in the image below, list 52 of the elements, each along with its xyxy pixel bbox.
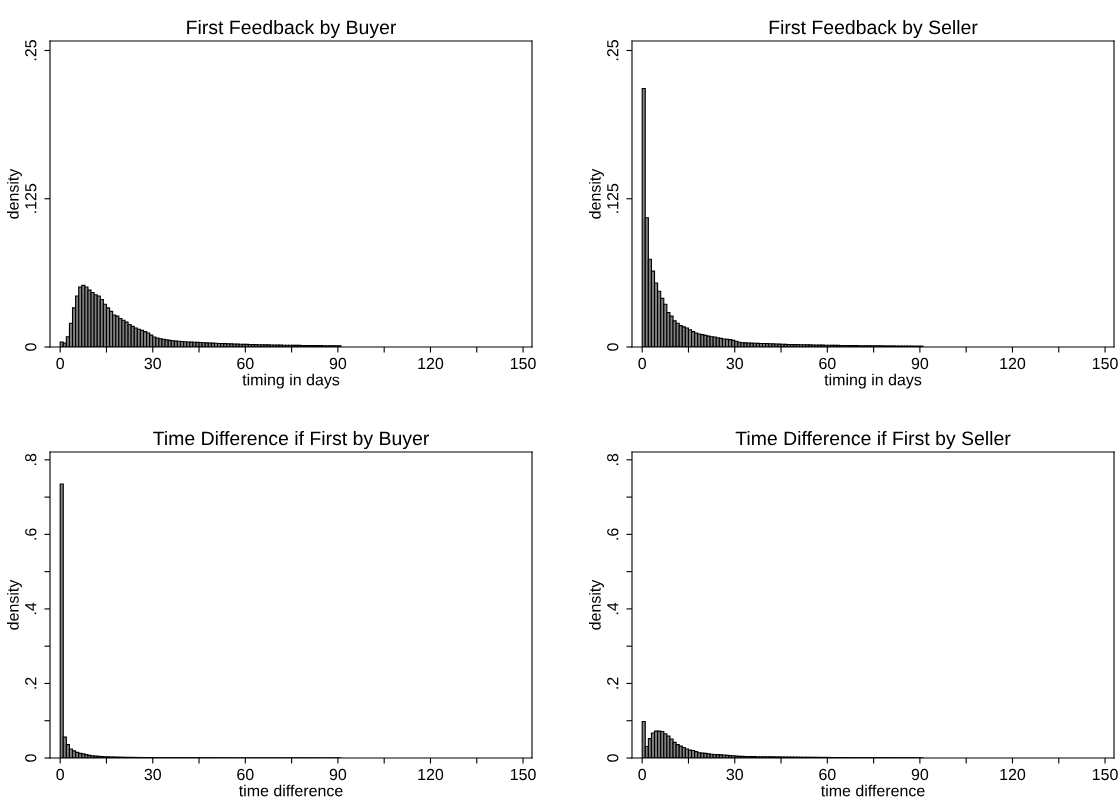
y-tick-label: .125 (25, 183, 37, 213)
y-tick-label: .125 (607, 183, 619, 213)
x-tick-label: 120 (1000, 768, 1026, 781)
x-tick-label: 30 (726, 357, 744, 370)
y-axis-title: density (589, 168, 604, 219)
y-axis-title: density (589, 579, 604, 630)
x-tick-label: 30 (144, 357, 162, 370)
x-tick-label: 150 (1092, 768, 1118, 781)
x-tick-label: 120 (1000, 357, 1026, 370)
x-tick-label: 60 (237, 357, 254, 370)
x-tick-label: 120 (418, 357, 444, 370)
x-tick-label: 150 (510, 357, 536, 370)
y-tick-label: .2 (25, 677, 37, 689)
x-tick-label: 30 (726, 768, 744, 781)
y-axis-title: density (7, 579, 22, 630)
y-tick-label: .6 (607, 528, 619, 540)
chart-title: Time Difference if First by Buyer (153, 430, 429, 450)
x-tick-label: 150 (1092, 357, 1118, 370)
x-tick-label: 0 (638, 768, 646, 781)
x-tick-label: 0 (56, 768, 64, 781)
x-tick-label: 60 (819, 357, 836, 370)
y-tick-label: .2 (607, 677, 619, 689)
x-tick-label: 60 (819, 768, 836, 781)
x-tick-label: 90 (911, 768, 929, 781)
y-tick-label: .4 (25, 602, 37, 615)
x-tick-label: 30 (144, 768, 162, 781)
chart-title: First Feedback by Buyer (187, 19, 397, 39)
x-tick-label: 150 (510, 768, 536, 781)
x-axis-title: timing in days (242, 373, 340, 389)
x-tick-label: 90 (911, 357, 929, 370)
y-tick-label: 0 (25, 754, 37, 762)
chart-title: Time Difference if First by Seller (735, 430, 1011, 450)
y-tick-label: .25 (25, 40, 37, 61)
x-tick-label: 0 (638, 357, 646, 370)
y-tick-label: 0 (25, 343, 37, 351)
y-tick-label: .8 (607, 453, 619, 466)
chart-title: First Feedback by Seller (769, 19, 978, 39)
x-tick-label: 60 (237, 768, 254, 781)
x-tick-label: 0 (56, 357, 64, 370)
x-axis-title: time difference (239, 784, 343, 797)
y-tick-label: 0 (607, 343, 619, 351)
y-tick-label: .8 (25, 453, 37, 466)
y-tick-label: .6 (25, 528, 37, 540)
y-axis-title: density (7, 168, 22, 219)
x-axis-title: timing in days (824, 373, 922, 389)
x-tick-label: 120 (418, 768, 444, 781)
y-tick-label: 0 (607, 754, 619, 762)
x-tick-label: 90 (329, 768, 347, 781)
y-tick-label: .25 (607, 40, 619, 61)
y-tick-label: .4 (607, 602, 619, 615)
x-tick-label: 90 (329, 357, 347, 370)
x-axis-title: time difference (821, 784, 925, 797)
